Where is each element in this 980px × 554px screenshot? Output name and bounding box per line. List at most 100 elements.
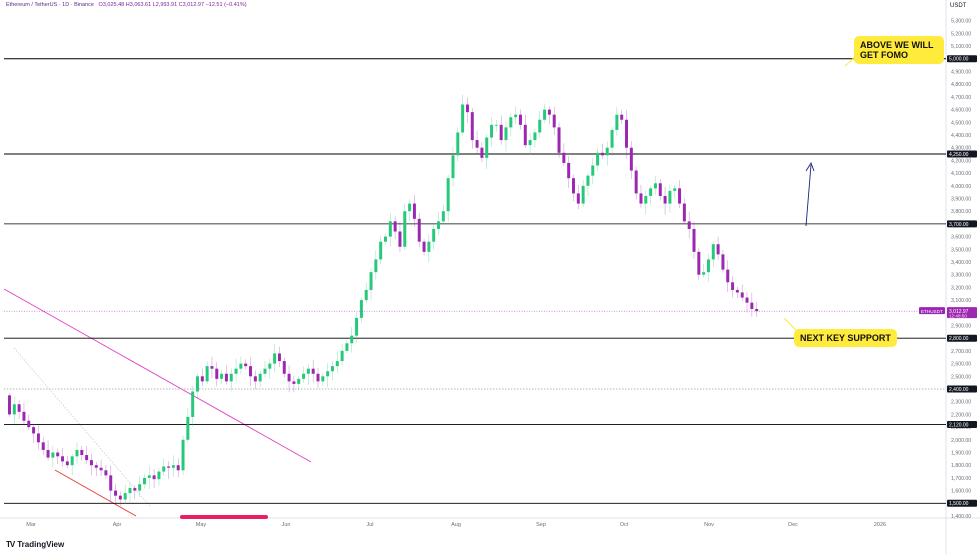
candle-body bbox=[215, 368, 219, 379]
candle-body bbox=[504, 127, 508, 141]
brand-name: TradingView bbox=[17, 540, 65, 549]
price-tick-label: 3,500.00 bbox=[951, 247, 971, 253]
candle-body bbox=[181, 439, 185, 471]
candle-body bbox=[364, 289, 368, 301]
candle-body bbox=[46, 449, 50, 458]
price-tick-label: 5,100.00 bbox=[951, 44, 971, 50]
candle-body bbox=[147, 475, 151, 478]
candle-body bbox=[412, 203, 416, 219]
candle-body bbox=[12, 404, 16, 415]
candle-body bbox=[51, 452, 55, 458]
candle-body bbox=[128, 488, 132, 494]
candle-body bbox=[196, 376, 199, 392]
candle-body bbox=[263, 368, 267, 374]
candle-body bbox=[287, 373, 291, 382]
price-tick-label: 3,600.00 bbox=[951, 235, 971, 241]
price-tick-label: 3,200.00 bbox=[951, 285, 971, 291]
candle-body bbox=[138, 484, 142, 491]
price-tick-label: 4,600.00 bbox=[951, 108, 971, 114]
candle-body bbox=[171, 465, 175, 468]
candle-body bbox=[649, 188, 653, 196]
candle-body bbox=[306, 368, 310, 374]
candle-body bbox=[374, 259, 378, 273]
candle-body bbox=[514, 114, 518, 118]
candle-body bbox=[518, 114, 522, 125]
candle-body bbox=[591, 165, 595, 176]
candle-body bbox=[596, 152, 600, 166]
candle-body bbox=[678, 188, 682, 204]
price-tick-label: 5,300.00 bbox=[951, 19, 971, 25]
level-price-text: 4,250.00 bbox=[949, 152, 969, 158]
candle-body bbox=[65, 461, 69, 466]
fomo-callout[interactable]: ABOVE WE WILL GET FOMO bbox=[854, 36, 944, 64]
candle-body bbox=[398, 231, 402, 247]
candle-body bbox=[36, 433, 40, 443]
price-tick-label: 2,700.00 bbox=[951, 349, 971, 355]
dotted-trendline bbox=[13, 347, 151, 507]
price-tick-label: 4,100.00 bbox=[951, 171, 971, 177]
candle-body bbox=[441, 211, 445, 222]
candle-body bbox=[499, 124, 503, 141]
candle-body bbox=[711, 244, 715, 260]
price-tick-label: 4,200.00 bbox=[951, 158, 971, 164]
candle-body bbox=[509, 117, 513, 128]
candle-body bbox=[475, 140, 479, 148]
candle-body bbox=[470, 112, 474, 141]
candle-body bbox=[340, 350, 344, 362]
level-price-text: 1,500.00 bbox=[949, 501, 969, 507]
candle-body bbox=[702, 272, 706, 275]
candle-body bbox=[567, 162, 571, 179]
candle-body bbox=[355, 317, 359, 336]
candle-body bbox=[735, 289, 739, 293]
candle-body bbox=[292, 381, 296, 384]
lower-channel-line bbox=[54, 469, 137, 517]
candle-body bbox=[186, 416, 190, 440]
candle-body bbox=[523, 124, 527, 146]
candle-body bbox=[456, 132, 460, 156]
candle-body bbox=[480, 147, 484, 158]
candle-body bbox=[220, 373, 224, 379]
symbol-tag-text: ETHUSDT bbox=[921, 309, 943, 314]
candle-body bbox=[369, 272, 373, 290]
time-tick-label: Jun bbox=[282, 522, 291, 528]
price-tick-label: 1,700.00 bbox=[951, 476, 971, 482]
candle-body bbox=[229, 373, 233, 382]
candle-body bbox=[345, 343, 349, 351]
candle-body bbox=[731, 282, 735, 290]
candle-body bbox=[277, 353, 281, 362]
candle-body bbox=[85, 455, 89, 461]
price-tick-label: 2,900.00 bbox=[951, 324, 971, 330]
candle-body bbox=[557, 127, 561, 153]
price-tick-label: 4,500.00 bbox=[951, 120, 971, 126]
price-tick-label: 3,300.00 bbox=[951, 273, 971, 279]
candle-body bbox=[253, 376, 257, 382]
candle-body bbox=[562, 152, 566, 163]
candle-body bbox=[572, 178, 575, 194]
price-tick-label: 4,000.00 bbox=[951, 184, 971, 190]
candle-body bbox=[388, 221, 392, 237]
candle-body bbox=[142, 477, 146, 485]
candle-body bbox=[422, 241, 426, 252]
candle-body bbox=[210, 366, 214, 369]
symbol-name[interactable]: Ethereum / TetherUS · 1D · Binance bbox=[6, 2, 94, 8]
time-tick-label: Oct bbox=[620, 522, 629, 528]
candle-body bbox=[330, 366, 334, 372]
candle-body bbox=[123, 493, 127, 500]
candle-body bbox=[297, 378, 301, 384]
candle-body bbox=[167, 466, 171, 468]
price-tick-label: 3,400.00 bbox=[951, 260, 971, 266]
candle-body bbox=[668, 190, 672, 204]
candle-body bbox=[239, 363, 243, 369]
candle-body bbox=[191, 391, 195, 417]
support-callout[interactable]: NEXT KEY SUPPORT bbox=[794, 329, 897, 347]
candle-body bbox=[258, 373, 262, 382]
candle-body bbox=[427, 241, 431, 252]
candle-body bbox=[61, 456, 65, 462]
candle-body bbox=[268, 363, 272, 369]
current-price-text: 3,012.97 bbox=[949, 309, 969, 315]
candle-body bbox=[99, 467, 103, 471]
candle-body bbox=[114, 490, 118, 496]
candle-body bbox=[634, 170, 638, 194]
